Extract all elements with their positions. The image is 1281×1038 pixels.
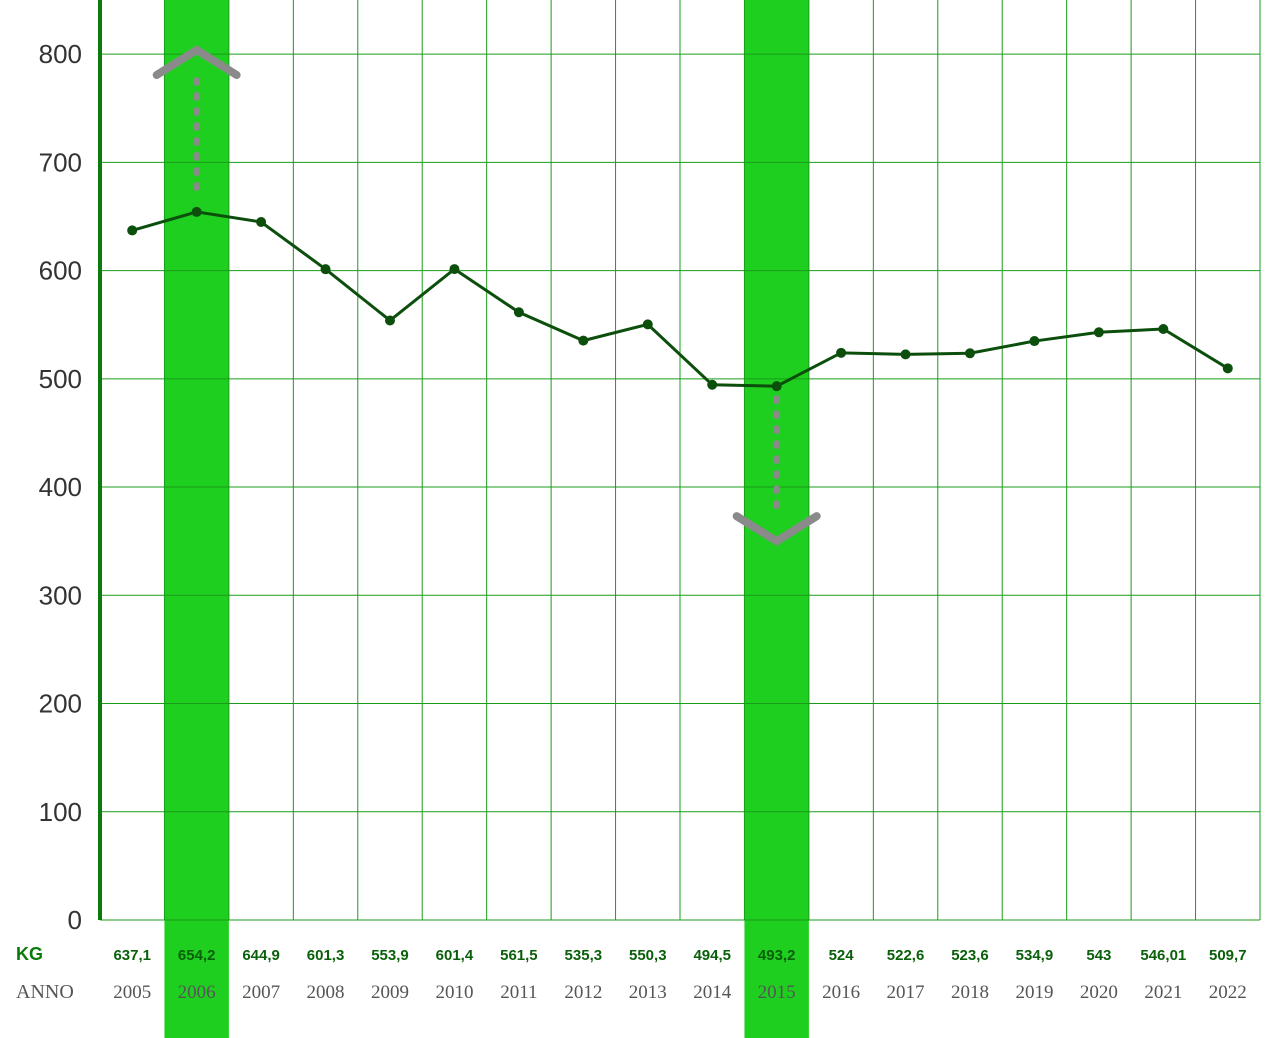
- anno-value: 2005: [113, 982, 151, 1003]
- data-point: [1158, 324, 1168, 334]
- data-point: [1223, 363, 1233, 373]
- kg-value: 509,7: [1209, 947, 1247, 964]
- kg-value: 535,3: [565, 947, 603, 964]
- data-point: [643, 319, 653, 329]
- data-point: [192, 207, 202, 217]
- y-tick-label: 300: [39, 580, 82, 610]
- anno-row-label: ANNO: [16, 981, 74, 1003]
- anno-value: 2012: [564, 982, 602, 1003]
- y-tick-label: 100: [39, 797, 82, 827]
- kg-value: 493,2: [758, 947, 796, 964]
- kg-value: 601,4: [436, 947, 474, 964]
- kg-value: 561,5: [500, 947, 538, 964]
- kg-value: 546,01: [1140, 947, 1186, 964]
- anno-value: 2016: [822, 982, 860, 1003]
- y-tick-label: 0: [68, 905, 82, 935]
- anno-value: 2014: [693, 982, 732, 1003]
- kg-value: 550,3: [629, 947, 667, 964]
- kg-value: 644,9: [242, 947, 280, 964]
- anno-value: 2010: [435, 982, 473, 1003]
- y-tick-label: 500: [39, 364, 82, 394]
- data-point: [772, 381, 782, 391]
- anno-value: 2019: [1015, 982, 1053, 1003]
- anno-value: 2017: [887, 982, 925, 1003]
- y-tick-label: 200: [39, 689, 82, 719]
- y-tick-label: 700: [39, 147, 82, 177]
- kg-value: 522,6: [887, 947, 925, 964]
- kg-value: 637,1: [113, 947, 151, 964]
- y-tick-label: 400: [39, 472, 82, 502]
- kg-value: 524: [829, 947, 855, 964]
- kg-value: 654,2: [178, 947, 216, 964]
- anno-value: 2020: [1080, 982, 1118, 1003]
- data-point: [578, 336, 588, 346]
- data-point: [514, 307, 524, 317]
- anno-value: 2021: [1144, 982, 1182, 1003]
- anno-value: 2009: [371, 982, 409, 1003]
- highlight-band: [744, 0, 808, 1038]
- y-tick-label: 600: [39, 256, 82, 286]
- anno-value: 2008: [307, 982, 345, 1003]
- kg-value: 601,3: [307, 947, 345, 964]
- anno-value: 2011: [500, 982, 537, 1003]
- anno-value: 2013: [629, 982, 667, 1003]
- line-chart: 0 100 200 300 400 500 600 700 800 KG ANNO 637,1 2005…: [0, 0, 1281, 1038]
- data-point: [1094, 327, 1104, 337]
- y-tick-label: 800: [39, 39, 82, 69]
- data-point: [127, 225, 137, 235]
- data-point: [1029, 336, 1039, 346]
- anno-value: 2007: [242, 982, 280, 1003]
- data-point: [836, 348, 846, 358]
- kg-value: 523,6: [951, 947, 989, 964]
- kg-value: 534,9: [1016, 947, 1054, 964]
- data-point: [385, 315, 395, 325]
- kg-value: 553,9: [371, 947, 409, 964]
- kg-value: 494,5: [693, 947, 731, 964]
- kg-row-label: KG: [16, 944, 43, 964]
- anno-value: 2015: [758, 982, 796, 1003]
- data-point: [707, 380, 717, 390]
- data-point: [901, 349, 911, 359]
- data-point: [256, 217, 266, 227]
- anno-value: 2022: [1209, 982, 1247, 1003]
- kg-value: 543: [1086, 947, 1111, 964]
- anno-value: 2006: [178, 982, 216, 1003]
- data-point: [449, 264, 459, 274]
- anno-value: 2018: [951, 982, 989, 1003]
- data-point: [965, 348, 975, 358]
- data-point: [321, 264, 331, 274]
